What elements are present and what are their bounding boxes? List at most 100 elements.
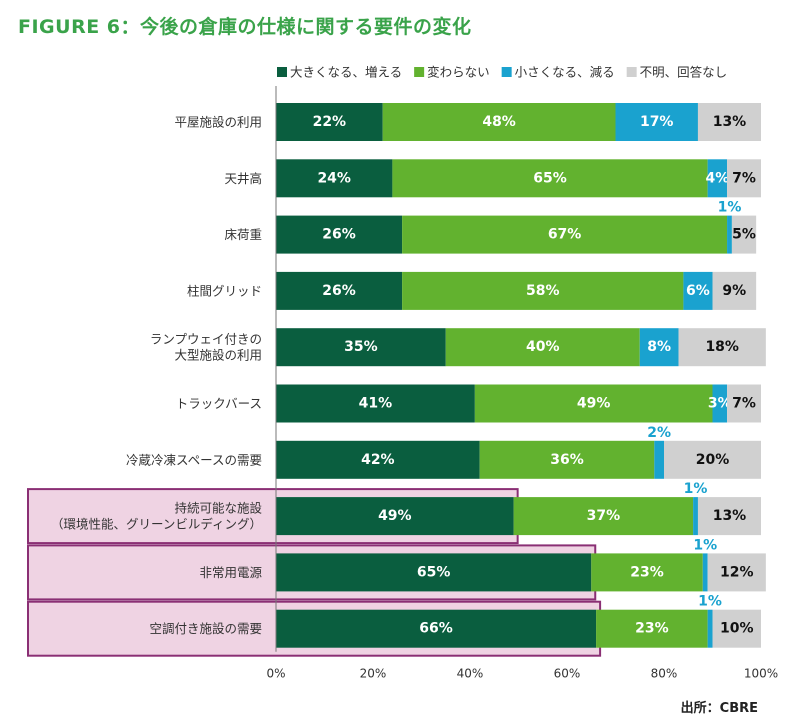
bar-segment [693, 497, 698, 536]
category-label: トラックバース [176, 396, 262, 411]
category-label: 持続可能な施設（環境性能、グリーンビルディング） [51, 501, 263, 532]
bar-segment [697, 103, 761, 141]
legend-swatch [626, 67, 637, 77]
data-label: 40% [526, 339, 560, 355]
x-tick-label: 100% [744, 667, 778, 681]
category-label: ランプウェイ付きの大型施設の利用 [150, 332, 262, 363]
bar-segment [276, 384, 475, 423]
data-label: 23% [635, 621, 669, 637]
data-label: 13% [713, 508, 747, 524]
data-label: 35% [344, 339, 378, 355]
legend-label: 大きくなる、増える [290, 65, 402, 80]
category-label: 天井高 [224, 171, 262, 186]
data-label: 36% [550, 452, 584, 468]
bar-segment [615, 103, 698, 141]
data-label: 2% [647, 425, 671, 441]
data-label: 48% [482, 114, 516, 130]
bar-segment [382, 103, 616, 141]
bar-segment [727, 159, 761, 198]
bar-segment [474, 384, 713, 423]
data-label: 6% [686, 283, 710, 299]
bar-segment [402, 215, 728, 254]
bar-segment [276, 159, 393, 198]
data-label: 18% [705, 339, 739, 355]
bar-segment [707, 553, 766, 592]
data-label: 67% [548, 227, 582, 243]
x-tick-label: 40% [457, 667, 484, 681]
data-label: 26% [322, 283, 356, 299]
data-label: 20% [696, 452, 730, 468]
bar-segment [276, 609, 597, 648]
bar-segment [276, 215, 403, 254]
category-label: 床荷重 [224, 227, 262, 242]
data-label: 1% [698, 594, 722, 610]
bar-segment [702, 553, 708, 592]
bar-segment [276, 553, 592, 592]
bar-segment [276, 497, 514, 536]
data-label: 41% [359, 396, 393, 412]
bar-segment [276, 271, 403, 310]
data-label: 58% [526, 283, 560, 299]
bar-segment [513, 497, 694, 536]
bar-segment [591, 553, 703, 592]
data-label: 49% [577, 396, 611, 412]
x-axis: 0% 20% 40% 60% 80% 100% [266, 86, 778, 681]
bar-segment [731, 215, 757, 254]
data-label: 24% [317, 170, 351, 186]
category-label: 空調付き施設の需要 [149, 621, 262, 636]
bar-segment [276, 103, 383, 141]
data-label: 9% [722, 283, 746, 299]
data-label: 4% [705, 170, 729, 186]
data-label: 13% [713, 114, 747, 130]
legend-swatch [414, 67, 425, 77]
bar-segment [727, 215, 732, 254]
bar-segment [683, 271, 713, 310]
bar-segment [654, 440, 664, 479]
data-label: 1% [693, 537, 717, 553]
legend-label: 不明、回答なし [640, 65, 728, 80]
x-tick-label: 0% [266, 667, 285, 681]
chart-title: FIGURE 6：今後の倉庫の仕様に関する要件の変化 [18, 16, 472, 38]
category-label: 非常用電源 [199, 565, 262, 580]
data-label: 1% [718, 200, 742, 216]
bar-segment [479, 440, 655, 479]
bar-segment [276, 328, 446, 367]
data-label: 22% [313, 114, 347, 130]
data-label: 7% [732, 396, 756, 412]
data-label: 8% [647, 339, 671, 355]
data-label: 42% [361, 452, 395, 468]
legend: 大きくなる、増える 変わらない 小さくなる、減る 不明、回答なし [277, 65, 727, 80]
bar-segment [712, 609, 761, 648]
data-label: 23% [630, 564, 664, 580]
legend-label: 小さくなる、減る [515, 65, 615, 80]
category-label: 平屋施設の利用 [174, 115, 262, 130]
data-label: 7% [732, 170, 756, 186]
bar-segment [707, 609, 713, 648]
bar-segment [664, 440, 761, 479]
x-tick-label: 20% [360, 667, 387, 681]
legend-label: 変わらない [427, 65, 490, 80]
data-label: 1% [684, 481, 708, 497]
data-label: 5% [732, 227, 756, 243]
bar-segment [639, 328, 679, 367]
bar-segment [596, 609, 708, 648]
bar-segment [445, 328, 640, 367]
bar-segment [402, 271, 684, 310]
x-tick-label: 60% [554, 667, 581, 681]
bar-segment [392, 159, 708, 198]
data-label: 37% [587, 508, 621, 524]
data-label: 17% [640, 114, 674, 130]
data-label: 12% [720, 564, 754, 580]
data-label: 65% [417, 564, 451, 580]
data-label: 26% [322, 227, 356, 243]
data-label: 3% [708, 396, 732, 412]
bar-segment [697, 497, 761, 536]
bar-segment [276, 440, 480, 479]
bar-segment [712, 271, 757, 310]
data-label: 49% [378, 508, 412, 524]
data-label: 65% [533, 170, 567, 186]
bar-area: 22% 48% 17% 13%24% 65% 4% 7%26% 67%1%5%26% 58% 6%… [276, 103, 766, 648]
source-note: 出所：CBRE [680, 701, 758, 716]
legend-swatch [277, 67, 287, 77]
